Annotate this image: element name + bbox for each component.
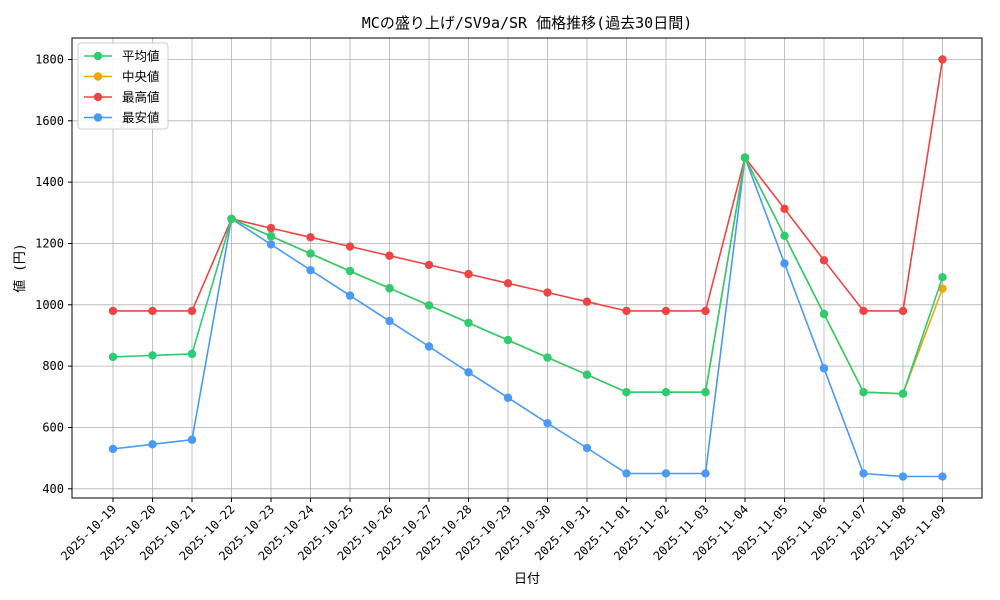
data-point — [661, 388, 671, 397]
x-axis-label: 日付 — [514, 572, 540, 587]
data-point — [266, 231, 276, 241]
data-point — [306, 249, 315, 258]
data-point — [780, 204, 789, 214]
data-point — [385, 251, 394, 260]
data-point — [424, 260, 434, 270]
y-tick-label: 1400 — [35, 175, 64, 189]
data-point — [266, 223, 276, 233]
data-point — [187, 306, 197, 316]
legend-label: 平均値 — [122, 49, 160, 64]
data-point — [819, 256, 829, 265]
data-point — [938, 284, 947, 293]
data-point — [385, 284, 394, 293]
data-point — [780, 259, 789, 268]
series-line — [112, 156, 943, 478]
data-point — [938, 472, 947, 481]
data-point — [859, 469, 868, 478]
data-point — [582, 370, 592, 379]
data-point — [938, 55, 947, 64]
data-point — [464, 368, 473, 377]
y-tick-label: 600 — [42, 420, 64, 434]
series-1 — [108, 153, 947, 398]
y-axis-label: 値 (円) — [12, 243, 28, 292]
legend-label: 中央値 — [122, 69, 160, 84]
data-point — [148, 306, 157, 316]
data-point — [898, 306, 908, 316]
data-point — [898, 389, 908, 398]
data-point — [701, 388, 710, 397]
data-point — [187, 435, 197, 444]
data-point — [740, 153, 750, 162]
y-tick-label: 800 — [42, 359, 64, 373]
data-point — [108, 444, 118, 454]
data-point — [819, 309, 829, 319]
data-point — [306, 233, 315, 242]
data-point — [543, 353, 552, 362]
y-axis-ticks: 400 600 800 1000 1200 1400 1600 1800 — [35, 52, 72, 496]
data-point — [424, 301, 434, 310]
data-point — [582, 443, 592, 453]
legend-swatch-marker — [93, 113, 103, 122]
data-point — [503, 335, 513, 345]
data-point — [859, 388, 868, 397]
data-point — [543, 288, 552, 297]
data-point — [306, 265, 315, 275]
data-point — [780, 231, 789, 240]
series-layer — [108, 55, 947, 481]
data-point — [938, 273, 947, 282]
series-line — [112, 156, 944, 395]
data-point — [385, 316, 394, 326]
data-point — [701, 469, 710, 478]
legend-label: 最安値 — [122, 110, 160, 125]
y-tick-label: 400 — [42, 482, 64, 496]
data-point — [898, 472, 908, 481]
data-point — [187, 349, 197, 359]
y-tick-label: 1600 — [35, 114, 64, 128]
legend-swatch-marker — [93, 92, 103, 102]
data-point — [503, 279, 513, 288]
data-point — [345, 266, 355, 276]
data-point — [622, 388, 631, 397]
data-point — [859, 306, 868, 316]
data-point — [148, 440, 157, 449]
data-point — [701, 306, 710, 316]
y-tick-label: 1200 — [35, 236, 64, 250]
chart-title: MCの盛り上げ/SV9a/SR 価格推移(過去30日間) — [362, 14, 692, 32]
y-tick-label: 1000 — [35, 298, 64, 312]
series-3 — [108, 55, 947, 316]
data-point — [661, 306, 671, 316]
data-point — [464, 269, 473, 279]
y-tick-label: 1800 — [35, 52, 64, 66]
plot-frame — [71, 37, 983, 499]
data-point — [345, 291, 355, 300]
legend-box — [77, 42, 169, 130]
series-line — [113, 59, 944, 312]
legend-swatch-marker — [93, 51, 103, 61]
data-point — [108, 352, 118, 362]
data-point — [622, 469, 631, 478]
data-point — [266, 240, 276, 249]
data-point — [424, 342, 434, 351]
data-point — [582, 297, 592, 306]
data-point — [819, 364, 829, 373]
data-point — [148, 351, 157, 360]
data-point — [464, 318, 473, 328]
series-4 — [108, 153, 947, 481]
data-point — [661, 469, 671, 478]
data-point — [622, 306, 631, 316]
legend-label: 最高値 — [122, 90, 160, 105]
data-point — [108, 306, 118, 316]
data-point — [543, 418, 552, 428]
legend-swatch-marker — [93, 72, 103, 81]
data-point — [345, 242, 355, 251]
data-point — [227, 214, 236, 224]
data-point — [503, 393, 513, 402]
